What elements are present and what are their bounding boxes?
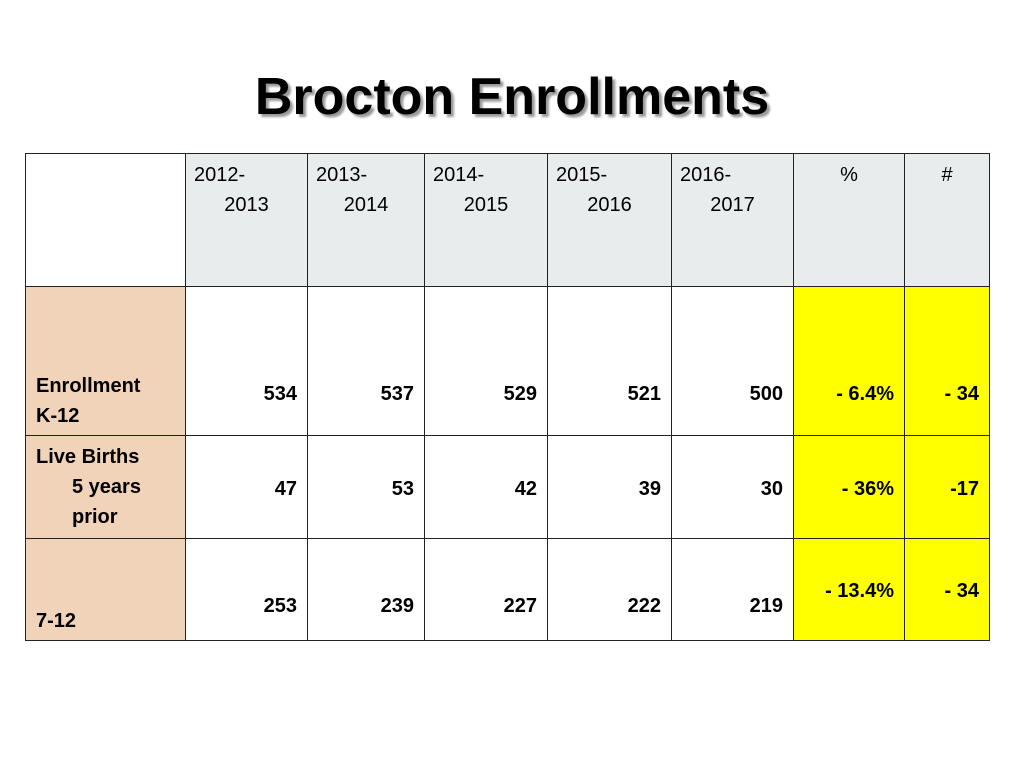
row-label-7-12: 7-12 (25, 538, 186, 641)
table-row-enrollment: Enrollment K-12 534 537 529 521 500 - 6.… (25, 286, 990, 436)
cell-value: 219 (671, 538, 794, 641)
table-row-live-births: Live Births 5 years prior 47 53 42 39 30… (25, 435, 990, 539)
cell-percent-change: - 13.4% (793, 538, 905, 641)
header-year-2015-2016: 2015- 2016 (547, 153, 672, 287)
cell-value: 521 (547, 286, 672, 436)
header-year-2016-2017: 2016- 2017 (671, 153, 794, 287)
header-year-2014-2015: 2014- 2015 (424, 153, 548, 287)
cell-value: 227 (424, 538, 548, 641)
table-row-7-12: 7-12 253 239 227 222 219 - 13.4% - 34 (25, 538, 990, 641)
cell-value: 47 (185, 435, 308, 539)
header-year-2013-2014: 2013- 2014 (307, 153, 425, 287)
cell-value: 253 (185, 538, 308, 641)
row-label-enrollment: Enrollment K-12 (25, 286, 186, 436)
cell-percent-change: - 36% (793, 435, 905, 539)
cell-value: 53 (307, 435, 425, 539)
cell-percent-change: - 6.4% (793, 286, 905, 436)
slide-title: Brocton Enrollments (254, 68, 770, 126)
cell-value: 42 (424, 435, 548, 539)
header-percent: % (793, 153, 905, 287)
cell-value: 534 (185, 286, 308, 436)
cell-value: 39 (547, 435, 672, 539)
cell-count-change: -17 (904, 435, 990, 539)
cell-value: 537 (307, 286, 425, 436)
cell-value: 222 (547, 538, 672, 641)
enrollment-table: 2012- 2013 2013- 2014 2014- 2015 2015- 2… (25, 153, 990, 641)
cell-value: 239 (307, 538, 425, 641)
cell-count-change: - 34 (904, 286, 990, 436)
cell-value: 529 (424, 286, 548, 436)
header-year-2012-2013: 2012- 2013 (185, 153, 308, 287)
cell-value: 30 (671, 435, 794, 539)
row-label-live-births: Live Births 5 years prior (25, 435, 186, 539)
cell-count-change: - 34 (904, 538, 990, 641)
cell-value: 500 (671, 286, 794, 436)
header-count: # (904, 153, 990, 287)
corner-cell (25, 153, 186, 287)
header-row: 2012- 2013 2013- 2014 2014- 2015 2015- 2… (25, 153, 990, 287)
